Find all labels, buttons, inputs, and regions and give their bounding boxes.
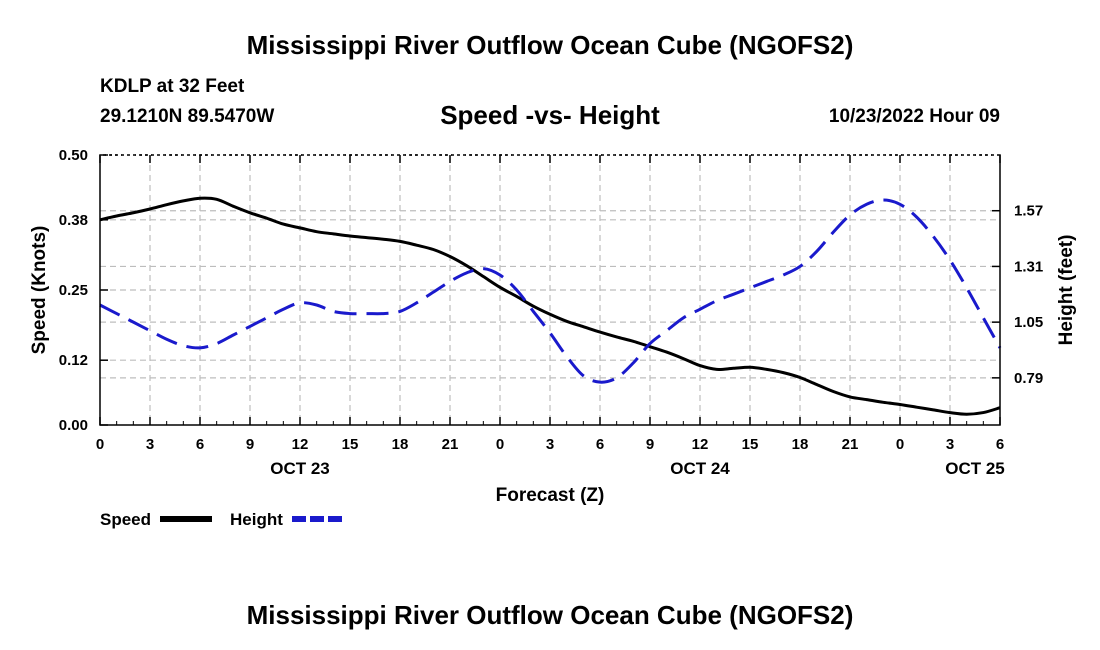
- date-label: OCT 23: [270, 459, 330, 478]
- x-tick-label: 9: [646, 436, 654, 453]
- y2-axis-title: Height (feet): [1056, 235, 1077, 346]
- legend: Speed Height: [100, 510, 342, 529]
- x-tick-label: 6: [996, 436, 1004, 453]
- ticks: [99, 154, 1001, 426]
- station-label: KDLP at 32 Feet: [100, 76, 245, 97]
- station-coordinates: 29.1210N 89.5470W: [100, 106, 275, 127]
- x-tick-label: 18: [392, 436, 409, 453]
- y-axis-title: Speed (Knots): [29, 226, 50, 355]
- height-series-line: [99, 198, 1002, 384]
- axis-labels: 0 3 6 9 12 15 18 21 0 3 6 9 12 15 18 21 0 3 6 OCT 23 OCT 24 O…: [29, 147, 1077, 506]
- y-tick-label: 0.50: [59, 147, 88, 164]
- legend-label-height: Height: [230, 510, 283, 529]
- date-label: OCT 24: [670, 459, 730, 478]
- x-tick-label: 0: [496, 436, 504, 453]
- y2-tick-label: 0.79: [1014, 370, 1043, 387]
- y-tick-label: 0.12: [59, 352, 88, 369]
- footer-title: Mississippi River Outflow Ocean Cube (NG…: [246, 600, 854, 630]
- x-tick-label: 9: [246, 436, 254, 453]
- date-label: OCT 25: [945, 459, 1005, 478]
- x-tick-label: 15: [742, 436, 759, 453]
- x-tick-label: 3: [146, 436, 154, 453]
- x-tick-label: 0: [96, 436, 104, 453]
- legend-label-speed: Speed: [100, 510, 151, 529]
- x-tick-label: 12: [692, 436, 709, 453]
- x-axis-title: Forecast (Z): [496, 485, 605, 506]
- x-tick-label: 3: [946, 436, 954, 453]
- x-tick-label: 0: [896, 436, 904, 453]
- y2-tick-label: 1.31: [1014, 258, 1043, 275]
- main-title: Mississippi River Outflow Ocean Cube (NG…: [246, 30, 854, 60]
- x-tick-label: 15: [342, 436, 359, 453]
- y2-tick-label: 1.05: [1014, 314, 1043, 331]
- x-tick-label: 12: [292, 436, 309, 453]
- forecast-datetime: 10/23/2022 Hour 09: [828, 106, 1000, 127]
- speed-series-line: [99, 196, 1001, 416]
- x-tick-label: 6: [196, 436, 204, 453]
- x-tick-label: 3: [546, 436, 554, 453]
- x-tick-label: 21: [442, 436, 459, 453]
- x-tick-label: 18: [792, 436, 809, 453]
- x-tick-label: 21: [842, 436, 859, 453]
- y-tick-label: 0.00: [59, 417, 88, 434]
- x-tick-label: 6: [596, 436, 604, 453]
- y-tick-label: 0.25: [59, 282, 88, 299]
- grid: [100, 154, 1000, 425]
- series-layer: [99, 196, 1002, 416]
- y2-tick-label: 1.57: [1014, 203, 1043, 220]
- y-tick-label: 0.38: [59, 212, 88, 229]
- chart-subtitle: Speed -vs- Height: [440, 100, 660, 130]
